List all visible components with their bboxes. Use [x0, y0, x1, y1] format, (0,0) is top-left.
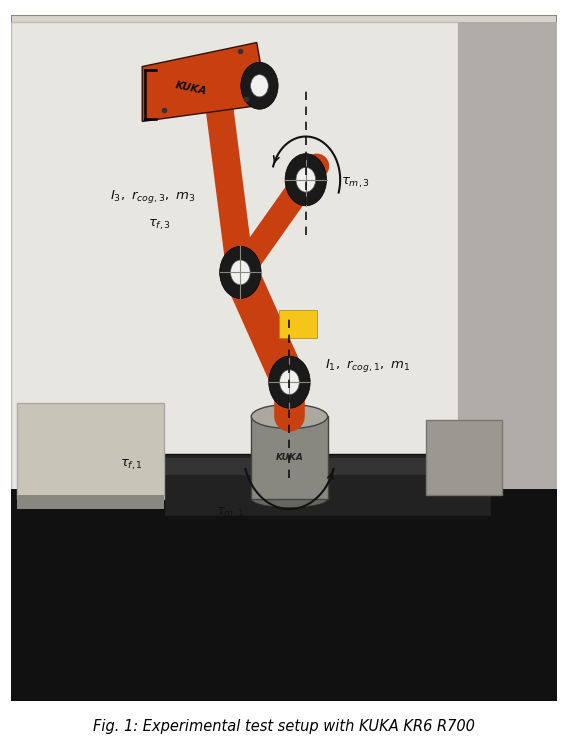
FancyBboxPatch shape [11, 22, 458, 495]
Polygon shape [142, 42, 268, 121]
Text: $\tau_{f,1}$: $\tau_{f,1}$ [120, 458, 143, 472]
FancyBboxPatch shape [164, 458, 491, 475]
Text: $\tau_{f,3}$: $\tau_{f,3}$ [148, 217, 171, 231]
Text: $\tau_{m,1}$: $\tau_{m,1}$ [216, 505, 245, 520]
Circle shape [250, 75, 268, 97]
FancyBboxPatch shape [17, 403, 164, 499]
FancyBboxPatch shape [458, 22, 557, 529]
Circle shape [220, 247, 261, 299]
Circle shape [279, 369, 299, 394]
Text: KUKA: KUKA [275, 453, 303, 462]
Ellipse shape [251, 404, 328, 428]
FancyBboxPatch shape [11, 489, 557, 701]
Text: KUKA: KUKA [174, 80, 208, 97]
Circle shape [285, 154, 327, 206]
Ellipse shape [251, 490, 328, 507]
Text: $I_3,\ r_{cog,3},\ m_3$: $I_3,\ r_{cog,3},\ m_3$ [110, 188, 195, 205]
Circle shape [241, 63, 278, 109]
FancyBboxPatch shape [426, 420, 502, 495]
FancyBboxPatch shape [278, 310, 317, 338]
FancyBboxPatch shape [17, 495, 164, 509]
Text: $\tau_{m,3}$: $\tau_{m,3}$ [341, 176, 370, 190]
FancyBboxPatch shape [164, 454, 491, 516]
FancyBboxPatch shape [251, 416, 328, 499]
FancyBboxPatch shape [11, 15, 557, 701]
Text: $I_1,\ r_{cog,1},\ m_1$: $I_1,\ r_{cog,1},\ m_1$ [325, 357, 410, 373]
Circle shape [269, 356, 310, 408]
Circle shape [296, 167, 316, 192]
Text: Fig. 1: Experimental test setup with KUKA KR6 R700: Fig. 1: Experimental test setup with KUK… [93, 719, 475, 734]
Circle shape [231, 260, 250, 285]
